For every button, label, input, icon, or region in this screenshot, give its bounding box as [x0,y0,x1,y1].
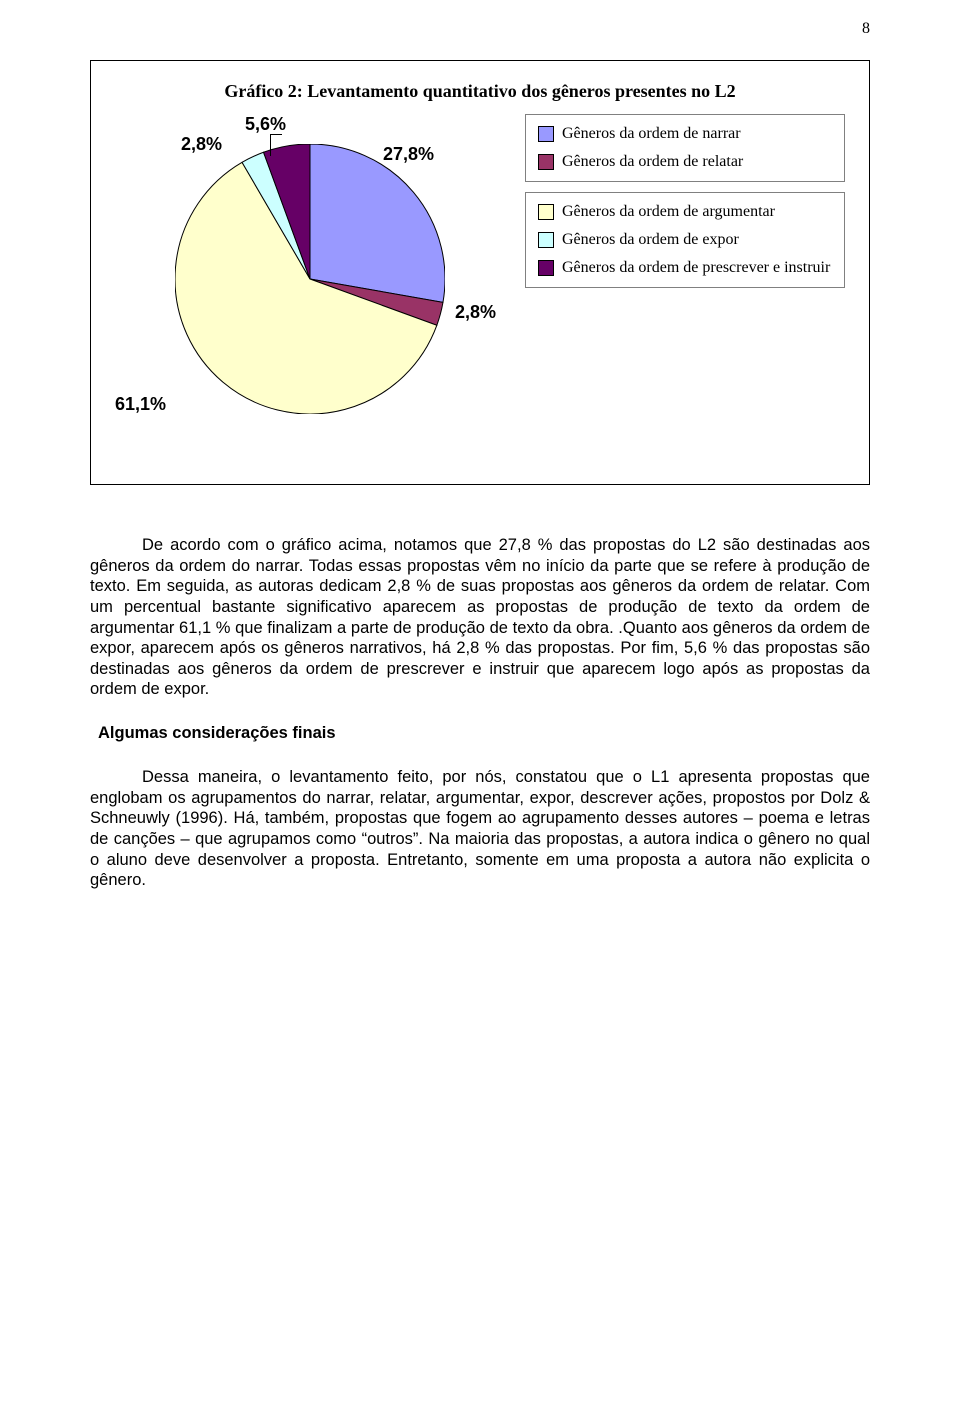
legend-item: Gêneros da ordem de narrar [538,125,832,143]
body-text: De acordo com o gráfico acima, notamos q… [90,535,870,891]
legend-item: Gêneros da ordem de relatar [538,153,832,171]
data-label-argumentar: 61,1% [115,394,166,415]
paragraph: De acordo com o gráfico acima, notamos q… [90,535,870,700]
paragraph: Dessa maneira, o levantamento feito, por… [90,767,870,891]
legend-swatch [538,126,554,142]
legend-label: Gêneros da ordem de prescrever e instrui… [562,259,830,277]
chart-legend: Gêneros da ordem de narrar Gêneros da or… [525,114,845,288]
legend-box-1: Gêneros da ordem de narrar Gêneros da or… [525,114,845,182]
legend-item: Gêneros da ordem de argumentar [538,203,832,221]
legend-label: Gêneros da ordem de narrar [562,125,741,143]
section-heading: Algumas considerações finais [98,724,870,743]
chart-container: Gráfico 2: Levantamento quantitativo dos… [90,60,870,485]
legend-swatch [538,154,554,170]
page-number: 8 [862,20,870,38]
data-label-prescrever: 5,6% [245,114,286,135]
legend-swatch [538,204,554,220]
legend-label: Gêneros da ordem de relatar [562,153,743,171]
chart-title: Gráfico 2: Levantamento quantitativo dos… [115,81,845,102]
legend-label: Gêneros da ordem de argumentar [562,203,775,221]
legend-swatch [538,260,554,276]
legend-item: Gêneros da ordem de prescrever e instrui… [538,259,832,277]
legend-box-2: Gêneros da ordem de argumentar Gêneros d… [525,192,845,288]
data-label-narrar: 27,8% [383,144,434,165]
leader-line [270,134,271,156]
legend-item: Gêneros da ordem de expor [538,231,832,249]
data-label-relatar: 2,8% [455,302,496,323]
legend-swatch [538,232,554,248]
data-label-expor: 2,8% [181,134,222,155]
pie-chart: 5,6% 2,8% 27,8% 2,8% 61,1% [115,114,495,454]
leader-line [270,134,282,135]
legend-label: Gêneros da ordem de expor [562,231,739,249]
